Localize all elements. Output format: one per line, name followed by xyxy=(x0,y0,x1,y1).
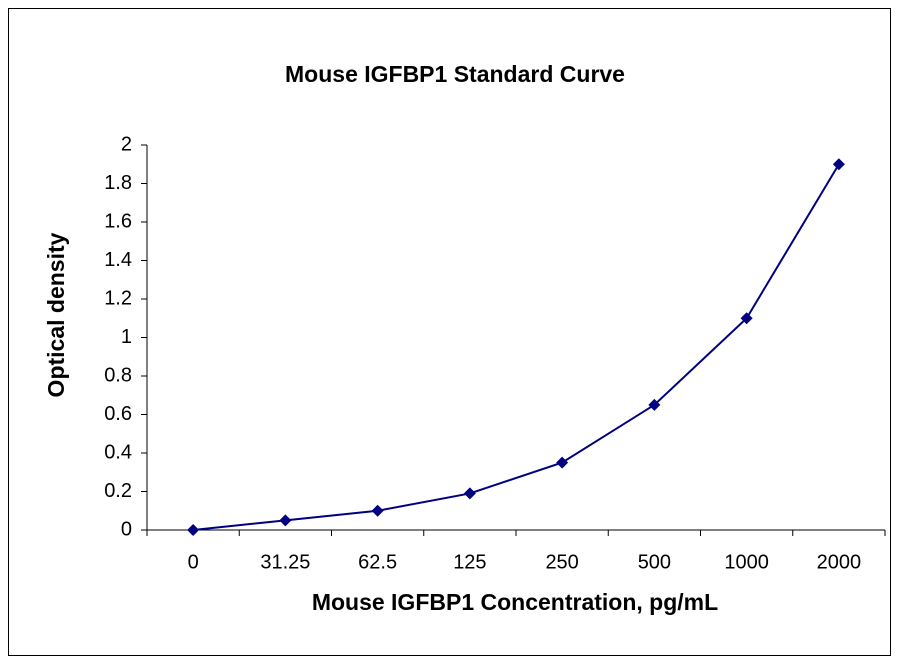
y-tick-label: 1 xyxy=(121,326,132,348)
y-tick-label: 1.8 xyxy=(104,172,132,194)
data-line xyxy=(193,163,840,531)
data-point xyxy=(371,504,384,517)
y-tick-label: 0.8 xyxy=(104,364,132,386)
x-tick-label: 0 xyxy=(188,551,199,573)
x-tick-label: 500 xyxy=(638,551,671,573)
x-tick-label: 2000 xyxy=(817,551,862,573)
x-tick-label: 31.25 xyxy=(260,551,310,573)
y-axis-label: Optical density xyxy=(43,232,69,397)
x-axis-label: Mouse IGFBP1 Concentration, pg/mL xyxy=(312,589,718,615)
data-point xyxy=(463,487,476,500)
y-tick-label: 0.2 xyxy=(104,480,132,502)
y-tick-label: 0.6 xyxy=(104,403,132,425)
y-tick-label: 1.4 xyxy=(104,249,132,271)
y-tick-label: 1.2 xyxy=(104,287,132,309)
chart-title: Mouse IGFBP1 Standard Curve xyxy=(285,61,625,87)
x-tick-label: 125 xyxy=(453,551,486,573)
data-point xyxy=(279,514,292,527)
y-tick-label: 0.4 xyxy=(104,441,132,463)
data-point xyxy=(187,524,200,536)
data-point xyxy=(556,456,569,469)
data-point xyxy=(648,398,661,411)
x-tick-label: 1000 xyxy=(724,551,769,573)
y-tick-label: 2 xyxy=(121,133,132,155)
y-tick-label: 1.6 xyxy=(104,210,132,232)
x-tick-label: 62.5 xyxy=(358,551,397,573)
chart-frame xyxy=(8,8,891,656)
data-point xyxy=(832,158,845,171)
data-point xyxy=(740,312,753,325)
x-tick-label: 250 xyxy=(545,551,578,573)
y-tick-label: 0 xyxy=(121,518,132,540)
